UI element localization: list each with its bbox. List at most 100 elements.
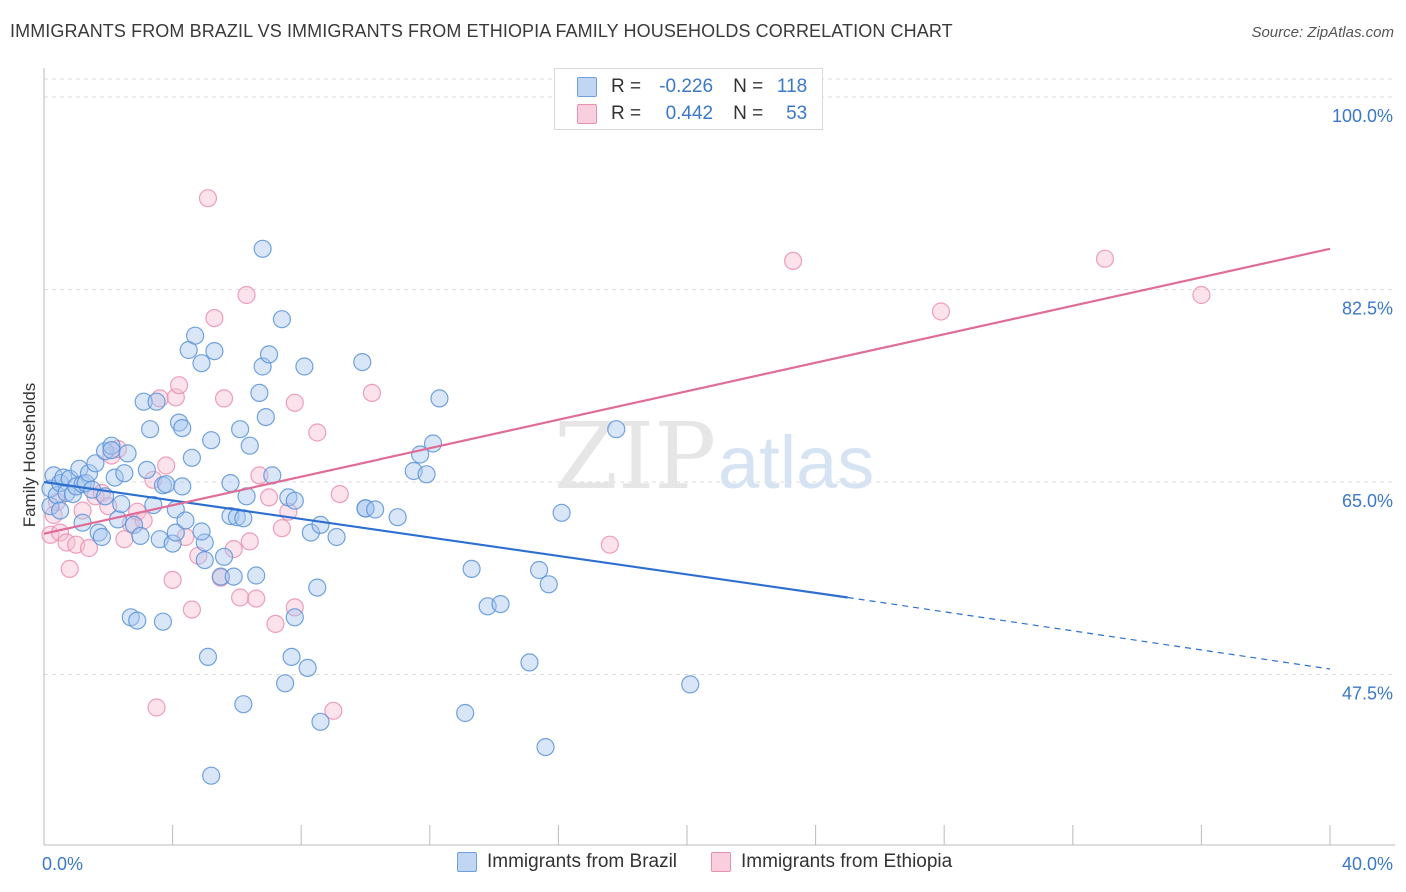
watermark-atlas: atlas bbox=[718, 421, 874, 504]
data-point-brazil bbox=[50, 501, 70, 520]
source-label: Source: ZipAtlas.com bbox=[1251, 24, 1394, 41]
data-point-brazil bbox=[417, 465, 436, 484]
data-point-brazil bbox=[366, 500, 385, 519]
data-point-brazil bbox=[552, 503, 571, 522]
data-point-brazil bbox=[520, 653, 539, 672]
axes bbox=[43, 68, 1395, 846]
data-point-brazil bbox=[536, 737, 555, 757]
data-point-brazil bbox=[250, 383, 269, 402]
bottom-legend-label-ethiopia: Immigrants from Ethiopia bbox=[741, 851, 953, 872]
data-point-ethiopia bbox=[147, 698, 166, 717]
data-point-brazil bbox=[430, 389, 449, 408]
legend-swatch-brazil bbox=[577, 77, 597, 97]
data-point-ethiopia bbox=[259, 488, 279, 507]
data-point-ethiopia bbox=[247, 589, 266, 608]
data-point-ethiopia bbox=[783, 251, 803, 270]
legend-n-label: N = bbox=[733, 103, 764, 124]
data-point-ethiopia bbox=[272, 519, 292, 538]
data-point-ethiopia bbox=[1095, 249, 1115, 268]
data-point-brazil bbox=[140, 420, 160, 439]
y-tick-label: 82.5% bbox=[1342, 299, 1393, 319]
data-point-ethiopia bbox=[362, 383, 382, 402]
data-point-ethiopia bbox=[266, 614, 285, 634]
data-point-ethiopia bbox=[214, 389, 234, 408]
data-point-ethiopia bbox=[330, 485, 349, 504]
data-point-ethiopia bbox=[198, 189, 218, 208]
bottom-legend-swatch-brazil bbox=[457, 852, 477, 872]
data-point-ethiopia bbox=[79, 538, 99, 558]
data-point-brazil bbox=[186, 326, 205, 345]
bottom-legend-brazil[interactable]: Immigrants from Brazil bbox=[457, 851, 677, 873]
y-tick-label: 47.5% bbox=[1342, 684, 1393, 704]
data-point-brazil bbox=[301, 523, 320, 542]
data-point-ethiopia bbox=[224, 539, 243, 559]
y-tick-label: 100.0% bbox=[1332, 106, 1393, 126]
data-point-brazil bbox=[353, 353, 372, 372]
data-point-brazil bbox=[539, 575, 558, 594]
legend-r-value-brazil: -0.226 bbox=[659, 76, 714, 97]
data-point-ethiopia bbox=[237, 285, 256, 305]
trend-line-brazil-extension bbox=[847, 596, 1331, 670]
legend-r-value-ethiopia: 0.442 bbox=[665, 103, 714, 124]
data-point-brazil bbox=[176, 511, 195, 530]
data-point-brazil bbox=[54, 468, 73, 487]
data-point-brazil bbox=[163, 534, 182, 553]
legend-swatch-ethiopia bbox=[577, 104, 597, 124]
x-tick-label: 40.0% bbox=[1342, 854, 1393, 874]
data-point-brazil bbox=[256, 408, 275, 427]
data-point-brazil bbox=[253, 239, 272, 258]
bottom-legend-swatch-ethiopia bbox=[711, 852, 732, 872]
data-point-brazil bbox=[128, 611, 147, 630]
data-point-ethiopia bbox=[163, 570, 182, 590]
data-point-ethiopia bbox=[231, 588, 250, 607]
x-tick-label: 0.0% bbox=[42, 854, 83, 874]
data-point-brazil bbox=[112, 494, 131, 514]
legend-n-value-brazil: 118 bbox=[776, 76, 808, 97]
data-point-brazil bbox=[530, 560, 549, 580]
data-point-brazil bbox=[607, 420, 626, 439]
data-point-ethiopia bbox=[250, 466, 269, 485]
chart-title: IMMIGRANTS FROM BRAZIL VS IMMIGRANTS FRO… bbox=[10, 21, 953, 41]
data-point-brazil bbox=[153, 612, 173, 631]
data-point-brazil bbox=[173, 419, 192, 438]
data-point-brazil bbox=[115, 464, 134, 483]
bottom-legend-ethiopia[interactable]: Immigrants from Ethiopia bbox=[711, 851, 952, 873]
data-point-brazil bbox=[272, 310, 292, 329]
bottom-legend: Immigrants from Brazil Immigrants from E… bbox=[457, 851, 986, 873]
data-point-brazil bbox=[198, 647, 218, 667]
data-point-brazil bbox=[192, 354, 211, 373]
data-point-brazil bbox=[282, 647, 301, 667]
data-point-brazil bbox=[311, 712, 330, 731]
legend-n-label: N = bbox=[733, 76, 764, 97]
data-point-brazil bbox=[169, 413, 189, 432]
legend-row-brazil: R = -0.226 N = 118 bbox=[577, 74, 807, 100]
data-point-brazil bbox=[211, 567, 230, 586]
data-point-brazil bbox=[202, 431, 221, 450]
data-point-brazil bbox=[491, 594, 510, 614]
legend-r-label: R = bbox=[611, 76, 642, 97]
data-point-brazil bbox=[298, 658, 317, 678]
data-point-ethiopia bbox=[324, 701, 343, 720]
data-point-brazil bbox=[681, 675, 700, 694]
legend: R = -0.226 N = 118 R = 0.442 N = 53 bbox=[554, 68, 823, 130]
data-point-brazil bbox=[166, 523, 185, 542]
data-point-ethiopia bbox=[240, 532, 259, 551]
data-point-brazil bbox=[73, 513, 92, 532]
data-point-brazil bbox=[240, 436, 259, 455]
data-point-brazil bbox=[192, 522, 211, 541]
data-point-brazil bbox=[311, 515, 330, 535]
data-point-brazil bbox=[41, 497, 60, 516]
data-point-brazil bbox=[195, 550, 214, 570]
y-axis-title: Family Households bbox=[20, 383, 39, 528]
data-point-brazil bbox=[124, 515, 144, 535]
data-point-brazil bbox=[247, 566, 266, 585]
data-point-brazil bbox=[131, 526, 150, 546]
watermark: ZIP atlas bbox=[554, 403, 874, 510]
trend-lines bbox=[43, 247, 1331, 670]
data-point-ethiopia bbox=[157, 456, 176, 475]
grid-lines bbox=[44, 78, 1395, 675]
data-point-ethiopia bbox=[182, 600, 201, 619]
data-point-ethiopia bbox=[600, 535, 619, 554]
data-point-brazil bbox=[388, 508, 407, 527]
